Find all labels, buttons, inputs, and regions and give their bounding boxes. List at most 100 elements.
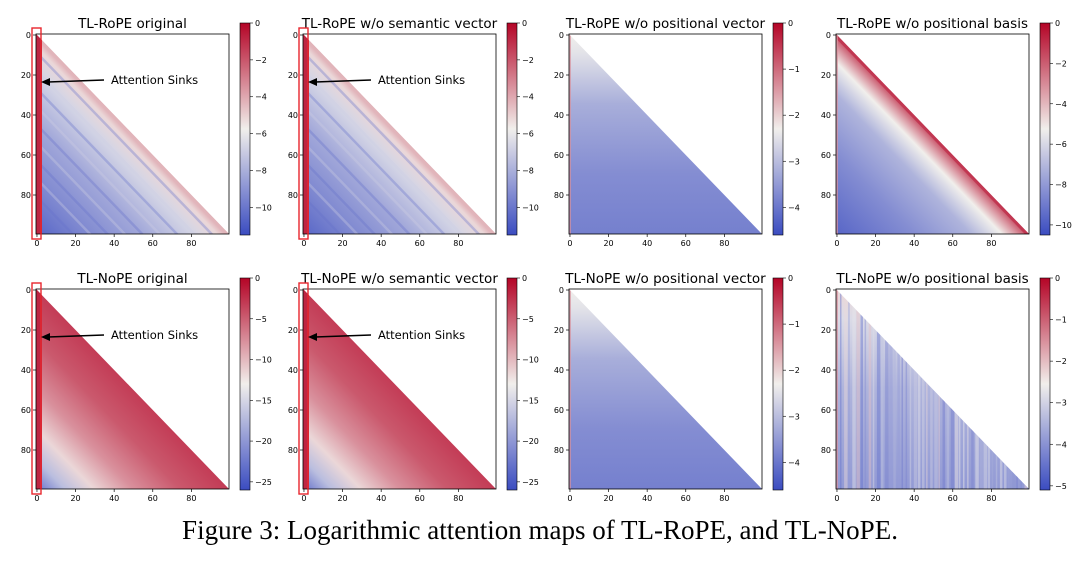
panel-title: TL-RoPE w/o semantic vector bbox=[301, 16, 498, 32]
colorbar bbox=[772, 277, 784, 491]
y-tick-label: 20 bbox=[21, 326, 31, 335]
column-stripe bbox=[926, 289, 928, 489]
y-tick-label: 20 bbox=[821, 71, 831, 80]
colorbar-tick-label: −8 bbox=[255, 166, 267, 175]
column-stripe bbox=[864, 289, 867, 489]
x-tick-label: 40 bbox=[642, 239, 652, 248]
annotation-arrowhead bbox=[308, 333, 317, 341]
annotation-label: Attention Sinks bbox=[378, 328, 465, 342]
column-stripe bbox=[889, 289, 893, 489]
x-tick-label: 40 bbox=[109, 494, 119, 503]
annotation-label: Attention Sinks bbox=[111, 328, 198, 342]
y-tick-label: 60 bbox=[554, 151, 564, 160]
annotation-arrow bbox=[47, 334, 105, 338]
colorbar-tick-label: −8 bbox=[1055, 181, 1067, 190]
sink-column bbox=[36, 34, 42, 234]
y-tick-label: 40 bbox=[821, 366, 831, 375]
column-stripe bbox=[885, 289, 889, 489]
y-tick-label: 60 bbox=[21, 406, 31, 415]
sink-column bbox=[836, 289, 838, 489]
x-tick-label: 60 bbox=[948, 494, 958, 503]
diagonal-band bbox=[36, 69, 229, 234]
colorbar-tick-label: −25 bbox=[255, 478, 272, 487]
colorbar-tick-label: −1 bbox=[788, 320, 800, 329]
y-tick-label: 20 bbox=[821, 326, 831, 335]
y-tick-label: 40 bbox=[21, 111, 31, 120]
x-tick-label: 80 bbox=[986, 494, 996, 503]
colorbar-tick-label: −3 bbox=[1055, 399, 1067, 408]
sink-column bbox=[303, 289, 309, 489]
y-tick-label: 80 bbox=[288, 446, 298, 455]
panel-title: TL-NoPE w/o semantic vector bbox=[300, 271, 498, 287]
x-tick-label: 20 bbox=[337, 494, 347, 503]
diagonal-band bbox=[303, 177, 496, 234]
sink-highlight-box bbox=[31, 27, 42, 240]
heatmap-panel-4: TL-RoPE w/o positional basis 0 20 40 60 80 0 20… bbox=[821, 16, 1072, 248]
annotation-arrowhead bbox=[41, 78, 50, 86]
x-tick-label: 80 bbox=[186, 494, 196, 503]
y-tick-label: 60 bbox=[21, 151, 31, 160]
y-tick-label: 60 bbox=[821, 151, 831, 160]
y-tick-label: 40 bbox=[821, 111, 831, 120]
attention-region bbox=[303, 289, 496, 489]
panel-title: TL-NoPE w/o positional basis bbox=[835, 271, 1028, 287]
colorbar-tick-label: −8 bbox=[522, 166, 534, 175]
attention-region bbox=[36, 289, 229, 489]
column-stripe bbox=[922, 289, 925, 489]
colorbar-tick-label: 0 bbox=[1055, 274, 1060, 283]
diagonal-edge bbox=[36, 34, 229, 234]
colorbar-tick-label: −2 bbox=[788, 111, 800, 120]
axes-frame bbox=[568, 288, 763, 490]
heatmap-texture bbox=[36, 34, 229, 234]
x-tick-label: 0 bbox=[834, 239, 839, 248]
colorbar-tick-label: −6 bbox=[255, 130, 267, 139]
sink-highlight-box bbox=[298, 282, 309, 495]
annotation-label: Attention Sinks bbox=[111, 73, 198, 87]
axes-frame bbox=[35, 288, 230, 490]
diagonal-band bbox=[303, 141, 496, 234]
diagonal-band bbox=[36, 87, 229, 234]
y-tick-label: 0 bbox=[293, 286, 298, 295]
y-tick-label: 20 bbox=[288, 71, 298, 80]
heatmap-texture bbox=[36, 289, 42, 489]
x-tick-label: 40 bbox=[376, 239, 386, 248]
y-tick-label: 40 bbox=[554, 366, 564, 375]
diagonal-band bbox=[303, 51, 496, 234]
colorbar bbox=[1039, 22, 1051, 236]
column-stripe bbox=[856, 289, 860, 489]
x-tick-label: 20 bbox=[337, 239, 347, 248]
colorbar-tick-label: −2 bbox=[522, 56, 534, 65]
axes-frame bbox=[568, 33, 763, 235]
column-stripe bbox=[881, 289, 884, 489]
colorbar-tick-label: −10 bbox=[522, 203, 539, 212]
y-tick-label: 0 bbox=[559, 31, 564, 40]
colorbar-tick-label: −25 bbox=[522, 478, 539, 487]
column-stripe bbox=[848, 289, 850, 489]
colorbar-tick-label: −3 bbox=[788, 157, 800, 166]
colorbar-tick-label: −10 bbox=[1055, 221, 1072, 230]
diagonal-band bbox=[36, 141, 229, 234]
diagonal-band bbox=[303, 105, 496, 234]
y-tick-label: 40 bbox=[288, 366, 298, 375]
column-stripe bbox=[905, 289, 908, 489]
diagonal-band bbox=[36, 159, 229, 234]
annotation-arrow bbox=[314, 334, 372, 338]
column-stripe bbox=[909, 289, 912, 489]
heatmap-texture bbox=[303, 289, 309, 489]
colorbar-tick-label: −2 bbox=[255, 56, 267, 65]
x-tick-label: 40 bbox=[109, 239, 119, 248]
y-tick-label: 0 bbox=[293, 31, 298, 40]
sink-highlight-box bbox=[298, 27, 309, 240]
diagonal-band bbox=[36, 123, 229, 234]
colorbar bbox=[506, 277, 518, 491]
diagonal-band bbox=[36, 51, 229, 234]
diagonal-edge bbox=[303, 34, 496, 234]
heatmap-panel-1: TL-RoPE original 0 20 40 60 80 0 20 40 60 80 Attent… bbox=[21, 16, 272, 248]
colorbar-tick-label: −15 bbox=[522, 396, 539, 405]
colorbar-tick-label: 0 bbox=[255, 19, 260, 28]
x-tick-label: 40 bbox=[642, 494, 652, 503]
annotation-arrowhead bbox=[308, 78, 317, 86]
